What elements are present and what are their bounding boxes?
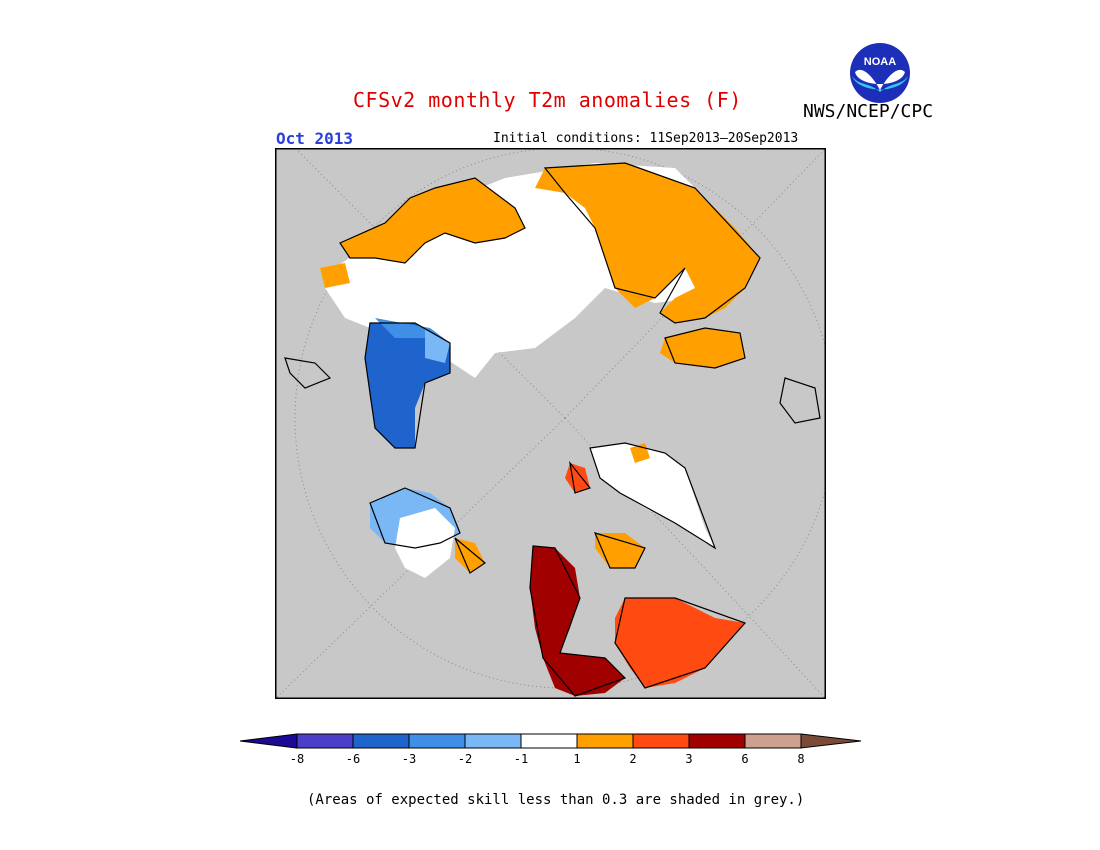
colorbar-left-arrow <box>239 733 298 749</box>
noaa-logo-text: NOAA <box>864 56 896 68</box>
west-america-neutral <box>395 508 455 578</box>
canada-deep-warm <box>530 546 625 696</box>
arctic-archipelago-warm <box>595 533 645 568</box>
greenland-neutral-region <box>590 443 715 548</box>
polar-map <box>275 148 826 699</box>
colorbar-ticks: -8 -6 -3 -2 -1 1 2 3 6 8 <box>290 752 805 766</box>
far-east-warm-anomaly <box>660 328 745 368</box>
eurasia-warm-anomaly <box>340 178 525 263</box>
colorbar-swatch <box>352 733 410 749</box>
map-title: CFSv2 monthly T2m anomalies (F) <box>353 88 742 112</box>
coastlines <box>284 162 821 697</box>
colorbar-tick-label: 1 <box>573 752 580 766</box>
colorbar-swatch <box>464 733 522 749</box>
colorbar-swatch <box>520 733 578 749</box>
colorbar-swatch <box>688 733 746 749</box>
alaska-warm <box>455 538 485 573</box>
meridian-line <box>275 417 566 699</box>
colorbar-tick-label: -2 <box>458 752 472 766</box>
colorbar-swatch <box>744 733 802 749</box>
colorbar-tick-label: 6 <box>741 752 748 766</box>
colorbar-tick-label: -6 <box>346 752 360 766</box>
africa-light-blue <box>425 328 450 363</box>
org-label: NWS/NCEP/CPC <box>803 101 934 122</box>
hudson-warm <box>615 598 745 688</box>
meridian-line <box>564 148 826 419</box>
noaa-logo: NOAA <box>850 43 910 103</box>
colorbar: -8 -6 -3 -2 -1 1 2 3 6 8 <box>239 733 862 766</box>
forecast-month: Oct 2013 <box>276 129 354 148</box>
colorbar-tick-label: -3 <box>402 752 416 766</box>
map-frame <box>275 148 826 699</box>
colorbar-right-arrow <box>800 733 862 749</box>
colorbar-swatches <box>239 733 862 749</box>
west-europe-warm-anomaly <box>320 263 350 288</box>
skill-footnote: (Areas of expected skill less than 0.3 a… <box>307 792 805 808</box>
colorbar-tick-label: 3 <box>685 752 692 766</box>
colorbar-swatch <box>632 733 690 749</box>
colorbar-swatch <box>576 733 634 749</box>
colorbar-swatch <box>296 733 354 749</box>
initial-conditions: Initial conditions: 11Sep2013–20Sep2013 <box>493 131 799 146</box>
colorbar-tick-label: 8 <box>797 752 804 766</box>
colorbar-swatch <box>408 733 466 749</box>
colorbar-tick-label: 2 <box>629 752 636 766</box>
siberia-warm-anomaly <box>535 163 760 323</box>
colorbar-tick-label: -1 <box>514 752 528 766</box>
colorbar-tick-label: -8 <box>290 752 304 766</box>
